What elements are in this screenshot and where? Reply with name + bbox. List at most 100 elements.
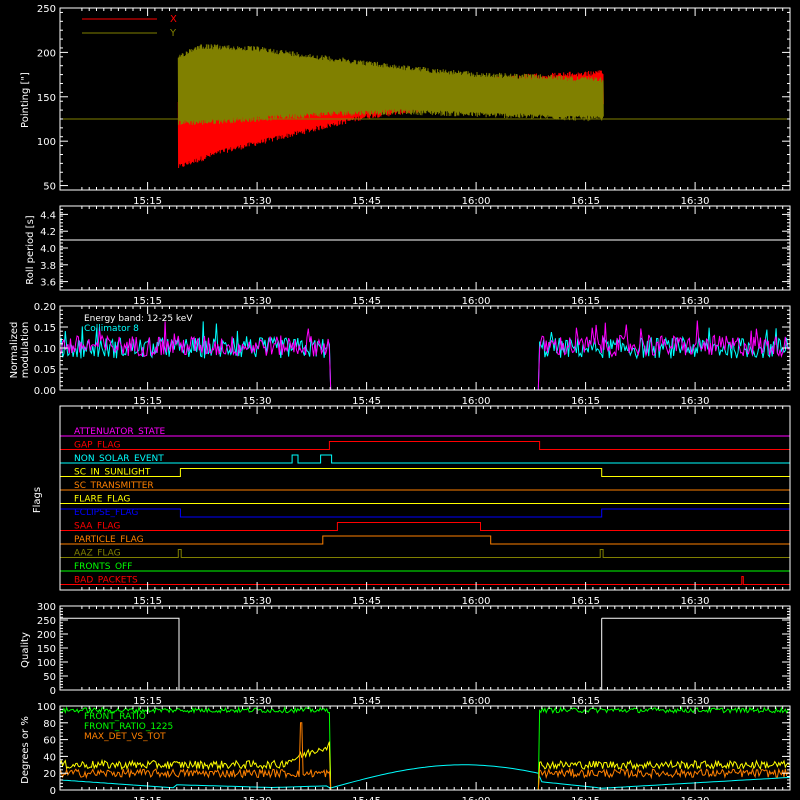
modulation-ylabel-1: Normalized [9,322,20,379]
x-tick-label: 15:45 [352,396,381,407]
ratios-series-1 [59,741,790,791]
ratios-axes: 15:15 15:30 15:45 16:00 16:15 16:30 0 20 40 60 80 1… [37,702,791,800]
modulation-axes: 15:15 15:30 15:45 16:00 16:15 16:30 0.00 0.05 0.… [34,302,791,407]
flags-axes: 15:15 15:30 15:45 16:00 16:15 16:30 [59,405,791,607]
flag-label-bad-packets: BAD_PACKETS [74,576,138,586]
x-tick-label: 16:00 [462,396,491,407]
x-tick-label: 15:30 [243,696,272,707]
x-tick-label: 15:30 [243,296,272,307]
modulation-ylabel-2: modulation [20,322,31,379]
roll-ylabel: Roll period [s] [25,215,36,284]
x-tick-label: 16:15 [571,396,600,407]
x-tick-label: 15:15 [133,696,162,707]
ratios-panel: FRONT_RATIO FRONT_RATIO_1225 MAX_DET_VS_… [20,702,791,800]
flag-line-aaz-flag [60,549,790,558]
y-tick-label: 200 [37,48,56,59]
y-tick-label: 3.8 [40,261,56,272]
y-tick-label: 250 [37,4,56,15]
legend-max-det: MAX_DET_VS_TOT [84,732,166,742]
modulation-series [59,320,790,391]
x-tick-label: 15:15 [133,796,162,800]
x-tick-label: 15:45 [352,296,381,307]
quality-ylabel: Quality [20,632,31,668]
pointing-legend: X Y [82,14,177,39]
y-tick-label: 50 [43,182,56,193]
y-tick-label: 50 [43,672,56,683]
flag-line-non-solar-event [60,454,790,464]
x-tick-label: 16:15 [571,796,600,800]
roll-panel: Roll period [s] 15:15 15:30 15:45 16:00 16:1… [25,205,791,307]
x-tick-label: 15:15 [133,596,162,607]
x-tick-label: 15:15 [133,396,162,407]
quality-panel: Quality 15:15 15:30 15:45 16:00 16:15 16:30 0 5… [20,602,791,707]
flag-label-gap-flag: GAP_FLAG [74,441,120,451]
modulation-annotation: Energy band: 12-25 keV [84,314,193,324]
flag-line-eclipse-flag [59,508,791,518]
flag-label-particle-flag: PARTICLE_FLAG [74,535,144,545]
x-tick-label: 16:15 [571,196,600,207]
y-tick-label: 300 [37,602,56,613]
ratios-series [59,706,791,791]
flags-panel: ATTENUATOR_STATE GAP_FLAG NON_SOLAR_EVENT S… [32,405,791,607]
x-tick-label: 16:15 [571,696,600,707]
roll-frame [59,205,791,291]
legend-x-label: X [170,14,177,25]
x-tick-label: 15:45 [352,196,381,207]
x-tick-label: 15:15 [133,296,162,307]
pointing-panel: X Y Pointing ["] 15:15 15:30 15:45 16:00 16:… [20,4,791,207]
y-tick-label: 20 [43,769,56,780]
y-tick-label: 0 [50,686,56,697]
ratios-angle-curve [59,764,791,789]
pointing-ylabel: Pointing ["] [20,72,31,128]
x-tick-label: 15:45 [352,596,381,607]
x-tick-label: 16:00 [462,596,491,607]
y-tick-label: 200 [37,630,56,641]
y-tick-label: 0.10 [34,344,56,355]
flag-line-bad-packets [60,576,790,585]
y-tick-label: 150 [37,93,56,104]
flag-label-attenuator-state: ATTENUATOR_STATE [74,427,166,437]
flag-label-sc-in-sunlight: SC_IN_SUNLIGHT [74,468,151,478]
flag-label-flare-flag: FLARE_FLAG [74,495,130,505]
pointing-series-y [177,44,604,125]
flag-line-saa-flag [60,522,790,531]
flag-label-non-solar-event: NON_SOLAR_EVENT [74,454,164,464]
x-tick-label: 16:00 [462,696,491,707]
pointing-axes: 15:15 15:30 15:45 16:00 16:15 16:30 50 100 150 20… [37,4,791,207]
x-tick-label: 15:30 [243,796,272,800]
x-tick-label: 16:00 [462,796,491,800]
x-tick-label: 16:30 [681,396,710,407]
x-tick-label: 16:30 [681,696,710,707]
y-tick-label: 4.2 [40,227,56,238]
flags-frame [59,405,791,591]
y-tick-label: 0.20 [34,302,56,313]
legend-front-ratio-1225: FRONT_RATIO_1225 [84,722,173,732]
ratios-ylabel: Degrees or % [20,716,31,784]
x-tick-label: 16:30 [681,296,710,307]
y-tick-label: 100 [37,137,56,148]
y-tick-label: 100 [37,658,56,669]
x-tick-label: 15:30 [243,396,272,407]
y-tick-label: 0.05 [34,365,56,376]
flag-label-sc-transmitter: SC_TRANSMITTER [74,481,154,491]
x-tick-label: 16:30 [681,596,710,607]
x-tick-label: 16:00 [462,296,491,307]
y-tick-label: 40 [43,752,56,763]
x-tick-label: 15:30 [243,196,272,207]
quality-segment-0 [60,617,180,690]
flag-line-sc-in-sunlight [60,468,790,477]
y-tick-label: 150 [37,644,56,655]
quality-axes: 15:15 15:30 15:45 16:00 16:15 16:30 0 50 100 150 2… [37,602,791,707]
x-tick-label: 15:45 [352,696,381,707]
y-tick-label: 4.0 [40,244,56,255]
flag-label-fronts-off: FRONTS_OFF [74,562,132,572]
x-tick-label: 16:30 [681,196,710,207]
modulation-panel: Energy band: 12-25 keV Collimator 8 Norm… [9,302,791,407]
x-tick-label: 16:00 [462,196,491,207]
x-tick-label: 16:30 [681,796,710,800]
y-tick-label: 4.4 [40,210,56,221]
flag-line-particle-flag [60,535,790,545]
roll-axes: 15:15 15:30 15:45 16:00 16:15 16:30 3.6 3.8 4.0 4… [40,205,791,307]
y-tick-label: 0.00 [34,386,56,397]
